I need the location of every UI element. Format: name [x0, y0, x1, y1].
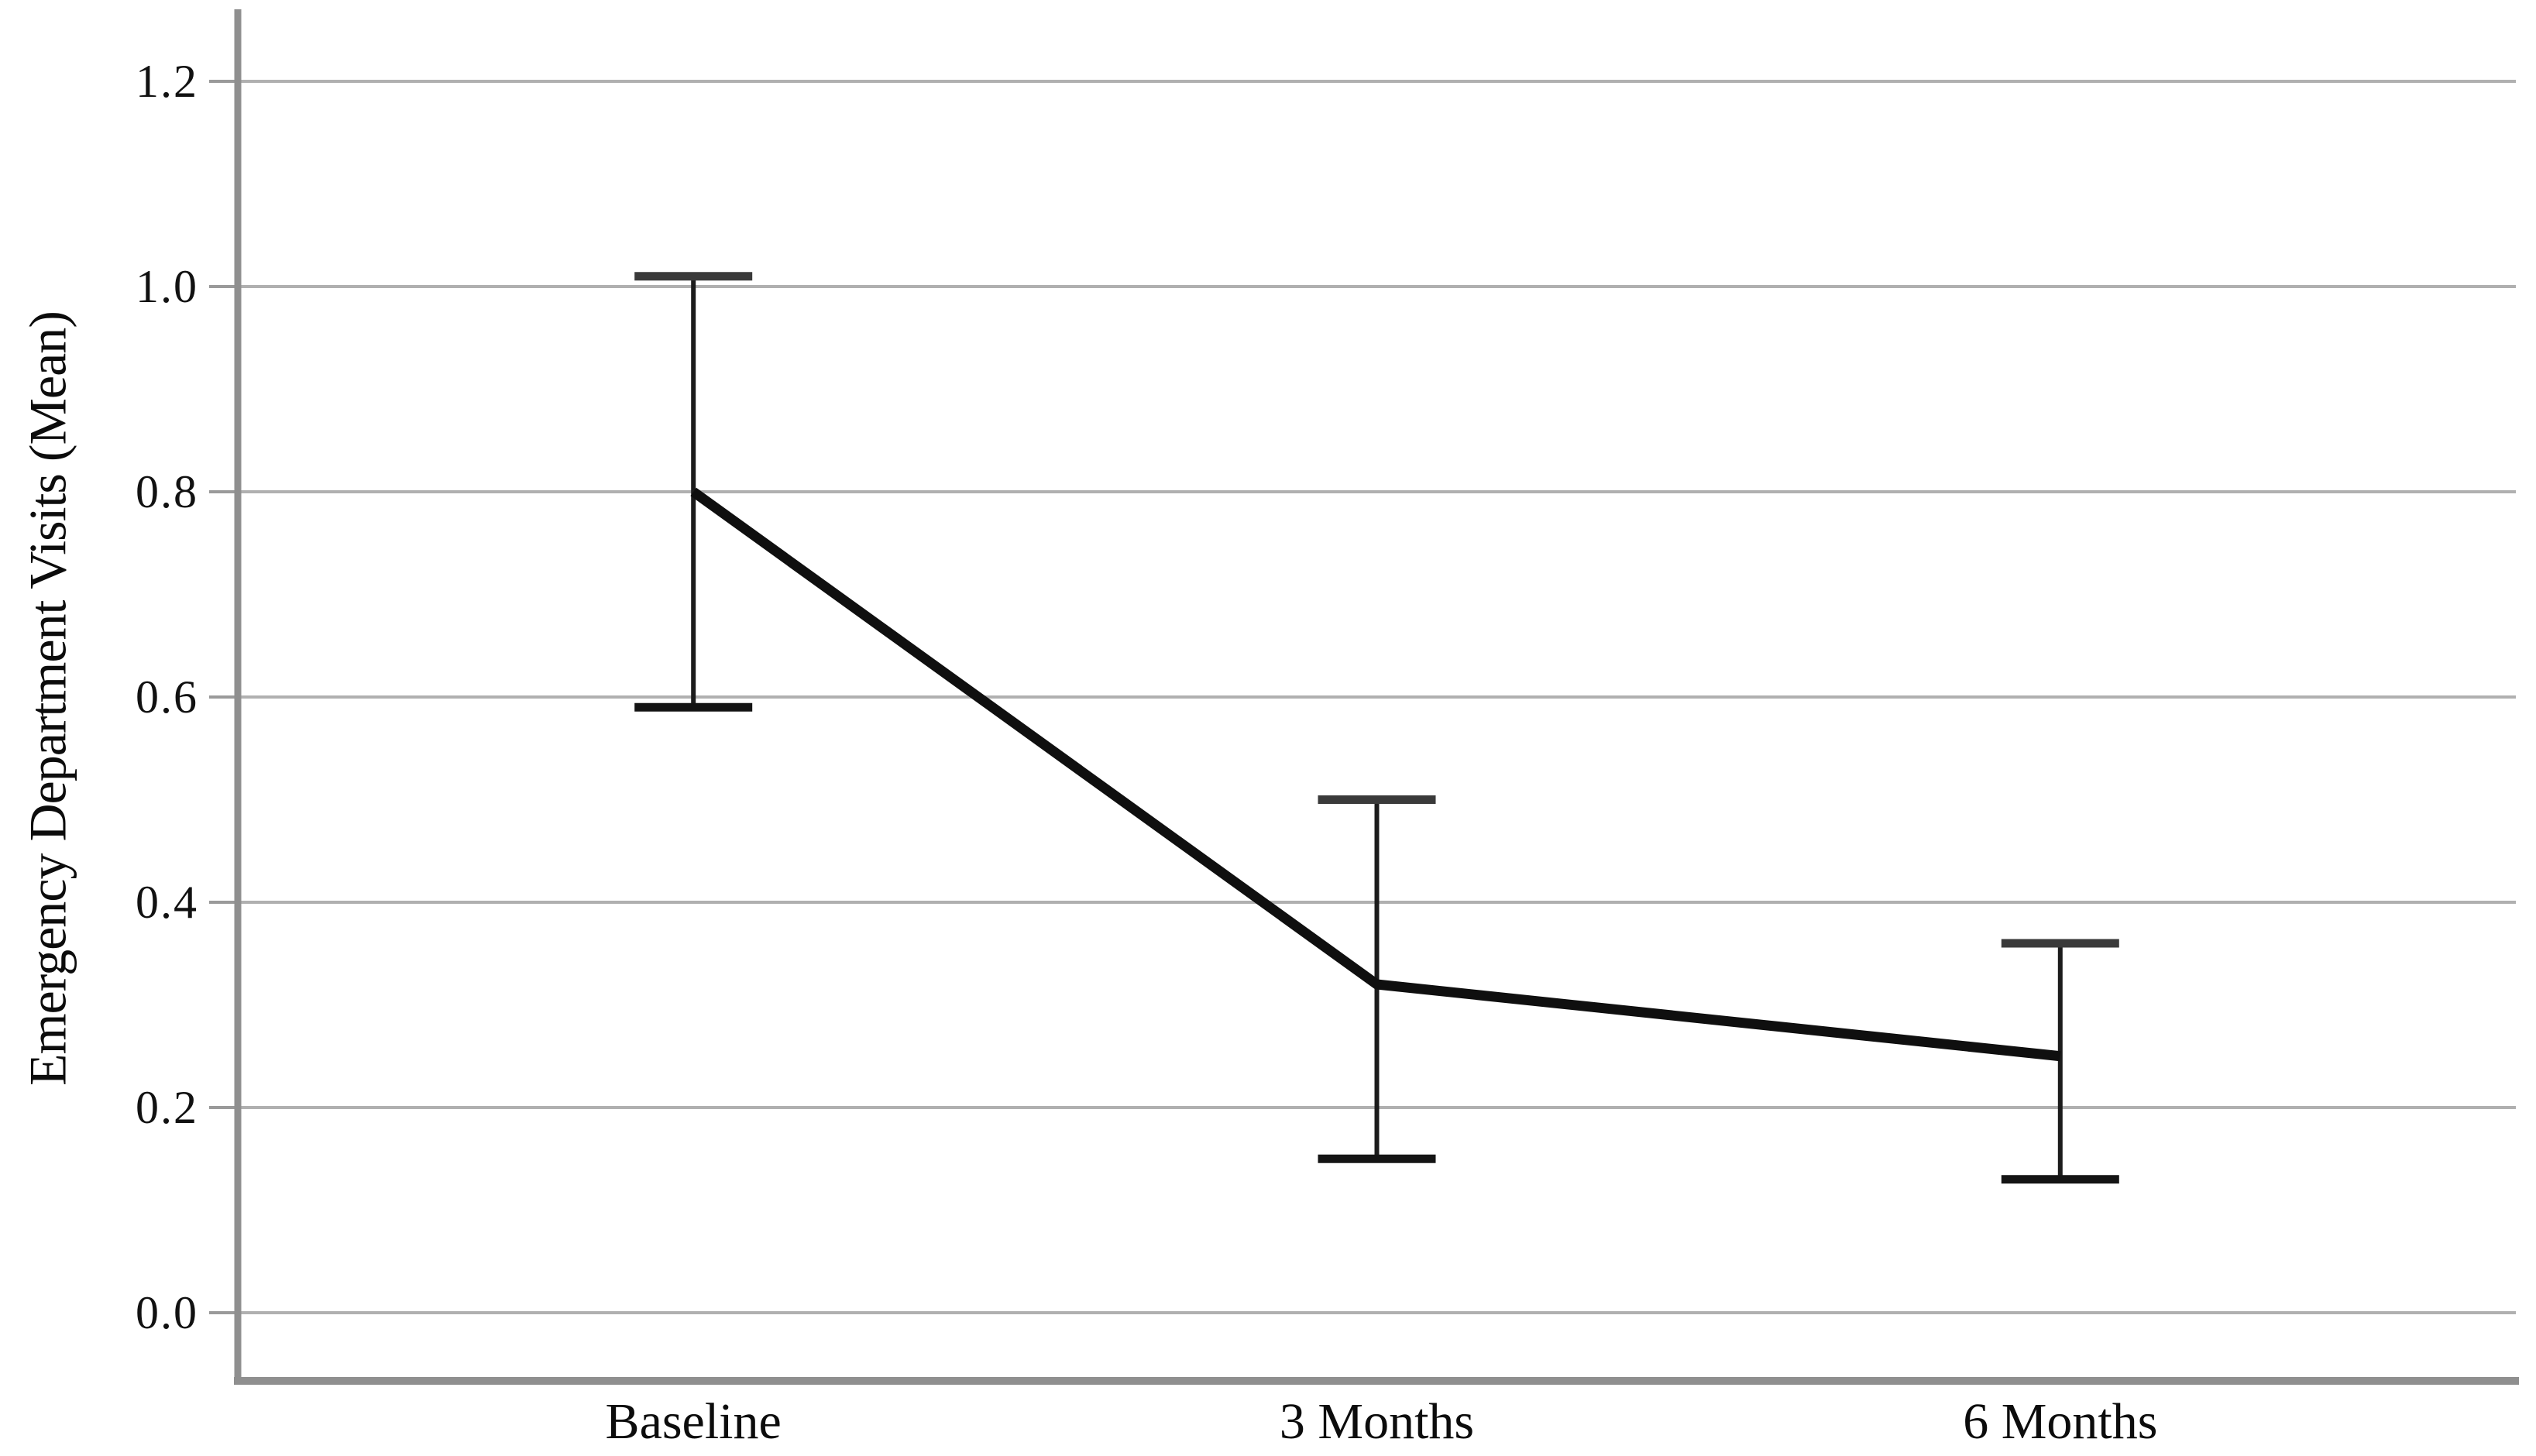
x-axis-category-label: 6 Months: [1963, 1393, 2158, 1450]
x-axis-category-label: 3 Months: [1279, 1393, 1475, 1450]
y-axis-tick-label: 0.8: [136, 466, 198, 517]
x-axis-category-label: Baseline: [605, 1393, 782, 1450]
y-axis-tick-label: 1.0: [136, 261, 198, 312]
y-axis-tick-label: 0.0: [136, 1287, 198, 1338]
y-axis-tick-label: 0.2: [136, 1082, 198, 1133]
y-axis-tick-label: 1.2: [136, 56, 198, 107]
data-line: [690, 487, 2061, 1062]
y-axis-tick-label: 0.4: [136, 877, 198, 928]
y-axis-tick-label: 0.6: [136, 671, 198, 723]
